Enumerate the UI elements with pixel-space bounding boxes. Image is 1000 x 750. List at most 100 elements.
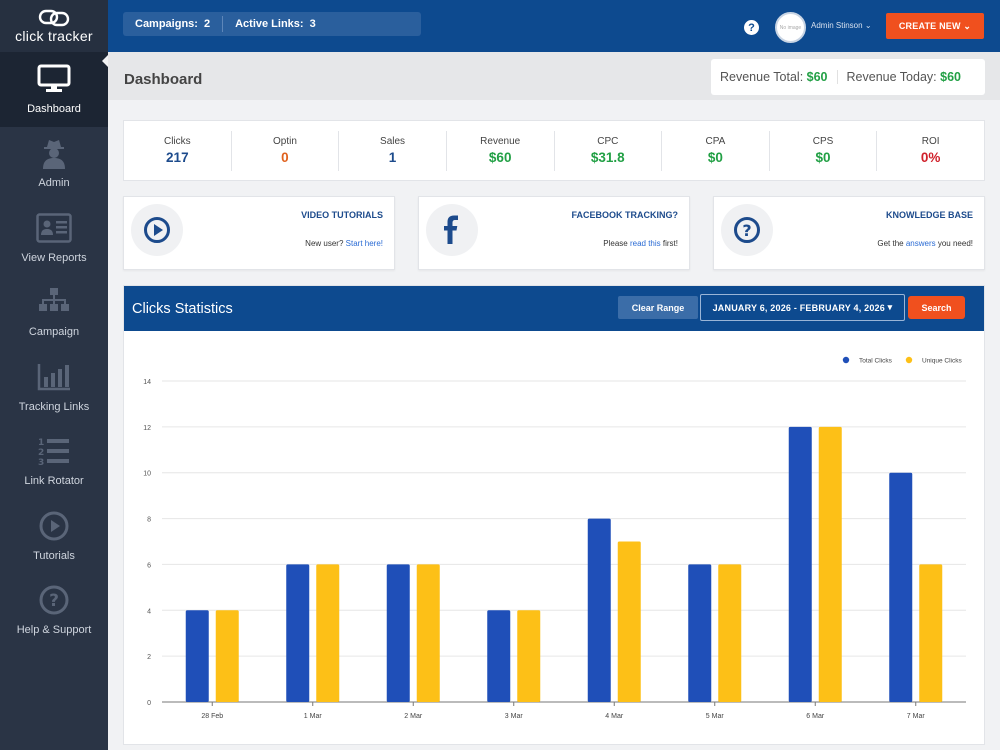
- user-name: Admin Stinson: [811, 21, 863, 30]
- y-tick-label: 12: [143, 425, 151, 432]
- question-circle-icon: ?: [39, 582, 69, 618]
- sidebar-item-view-reports[interactable]: View Reports: [0, 201, 108, 276]
- active-links-count: Active Links: 3: [222, 16, 328, 32]
- card-title: VIDEO TUTORIALS: [301, 210, 383, 220]
- svg-text:?: ?: [742, 221, 751, 240]
- card-text: Please read this first!: [603, 239, 678, 248]
- stat-optin: Optin 0: [230, 130, 339, 171]
- y-tick-label: 14: [143, 379, 151, 386]
- clicks-statistics-header: Clicks Statistics Clear Range JANUARY 6,…: [124, 286, 984, 331]
- play-circle-icon: [39, 508, 69, 544]
- sidebar-item-label: Admin: [38, 177, 70, 189]
- campaign-hierarchy-icon: [38, 284, 70, 320]
- stat-cpc: CPC $31.8: [553, 130, 662, 171]
- y-tick-label: 10: [143, 471, 151, 478]
- clear-range-button[interactable]: Clear Range: [618, 296, 698, 319]
- bar-total-clicks: [286, 564, 310, 702]
- monitor-icon: [37, 61, 71, 97]
- facebook-icon: [426, 204, 478, 256]
- caret-down-icon: ▾: [887, 302, 893, 312]
- counts-summary: Campaigns: 2 Active Links: 3: [123, 12, 421, 36]
- bar-unique-clicks: [617, 541, 641, 702]
- sidebar-item-tutorials[interactable]: Tutorials: [0, 499, 108, 574]
- page-title: Dashboard: [124, 71, 203, 88]
- y-tick-label: 6: [147, 562, 151, 569]
- bar-unique-clicks: [718, 564, 742, 702]
- admin-spy-icon: [39, 135, 69, 171]
- sidebar: click tracker Dashboard Admin View Repor…: [0, 0, 109, 750]
- date-range-picker[interactable]: JANUARY 6, 2026 - FEBRUARY 4, 2026 ▾: [700, 294, 905, 321]
- avatar-placeholder-text: No image: [779, 24, 802, 31]
- facebook-tracking-card[interactable]: FACEBOOK TRACKING? Please read this firs…: [418, 196, 690, 270]
- start-here-link[interactable]: Start here!: [345, 239, 383, 248]
- x-tick-label: 1 Mar: [304, 713, 323, 720]
- clicks-bar-chart: 0 2 4 6 8 10 12 14 28 Feb 1 Mar 2 Mar 3 Mar 4 Mar 5 M…: [143, 356, 966, 720]
- y-tick-label: 0: [147, 700, 151, 707]
- bar-unique-clicks: [818, 426, 842, 702]
- question-circle-icon: ?: [721, 204, 773, 256]
- bar-total-clicks: [587, 518, 611, 702]
- knowledge-base-card[interactable]: ? KNOWLEDGE BASE Get the answers you nee…: [713, 196, 985, 270]
- app-logo[interactable]: click tracker: [0, 0, 108, 52]
- bar-total-clicks: [688, 564, 712, 702]
- bar-unique-clicks: [919, 564, 943, 702]
- bar-unique-clicks: [517, 610, 541, 702]
- chevron-down-icon: ⌄: [864, 21, 872, 30]
- bar-total-clicks: [185, 610, 209, 702]
- x-tick-label: 5 Mar: [706, 713, 725, 720]
- video-tutorials-card[interactable]: VIDEO TUTORIALS New user? Start here!: [123, 196, 395, 270]
- bar-total-clicks: [788, 426, 812, 702]
- x-tick-label: 7 Mar: [907, 713, 926, 720]
- user-menu[interactable]: Admin Stinson ⌄: [811, 21, 872, 30]
- chevron-down-icon: ⌄: [963, 20, 972, 31]
- sidebar-item-label: Dashboard: [27, 102, 81, 115]
- play-circle-icon: [131, 204, 183, 256]
- sidebar-item-label: Tracking Links: [18, 400, 90, 413]
- search-button[interactable]: Search: [908, 296, 965, 319]
- answers-link[interactable]: answers: [905, 239, 936, 248]
- read-this-link[interactable]: read this: [629, 239, 661, 248]
- stat-sales: Sales 1: [338, 130, 446, 171]
- bar-total-clicks: [889, 472, 913, 702]
- x-tick-label: 4 Mar: [605, 713, 624, 720]
- sidebar-item-help-support[interactable]: ? Help & Support: [0, 574, 108, 649]
- sidebar-item-label: Campaign: [28, 326, 80, 338]
- logo-link-icon: [38, 9, 70, 26]
- stat-cpa: CPA $0: [661, 130, 769, 171]
- revenue-summary: Revenue Total: $60 Revenue Today: $60: [711, 59, 985, 95]
- sidebar-item-tracking-links[interactable]: Tracking Links: [0, 350, 108, 425]
- logo-text: click tracker: [15, 27, 93, 44]
- sidebar-item-label: Help & Support: [16, 624, 92, 636]
- panel-title: Clicks Statistics: [132, 301, 233, 317]
- bar-unique-clicks: [316, 564, 340, 702]
- svg-text:1: 1: [38, 438, 44, 448]
- svg-text:3: 3: [38, 458, 44, 466]
- bar-chart-icon: [37, 359, 71, 395]
- avatar[interactable]: No image: [775, 12, 806, 43]
- sidebar-item-label: Tutorials: [33, 549, 75, 562]
- x-tick-label: 6 Mar: [806, 713, 825, 720]
- create-new-button[interactable]: CREATE NEW ⌄: [886, 13, 984, 39]
- card-text: New user? Start here!: [305, 239, 383, 248]
- bar-total-clicks: [386, 564, 410, 702]
- y-tick-label: 8: [147, 517, 151, 524]
- svg-text:?: ?: [49, 591, 59, 611]
- sidebar-item-campaign[interactable]: Campaign: [0, 276, 108, 351]
- bar-total-clicks: [487, 610, 511, 702]
- sidebar-item-dashboard[interactable]: Dashboard: [0, 52, 109, 127]
- legend-label: Total Clicks: [859, 358, 893, 365]
- campaigns-count: Campaigns: 2: [135, 18, 211, 30]
- stats-bar: Clicks 217 Optin 0 Sales 1 Revenue $60 CPC $3…: [123, 120, 985, 181]
- help-icon[interactable]: ?: [744, 20, 759, 35]
- sidebar-item-label: Link Rotator: [24, 475, 84, 487]
- x-tick-label: 2 Mar: [404, 713, 423, 720]
- sidebar-item-label: View Reports: [21, 251, 87, 264]
- bar-unique-clicks: [416, 564, 440, 702]
- x-tick-label: 28 Feb: [201, 713, 223, 720]
- stat-cps: CPS $0: [768, 130, 877, 171]
- y-tick-label: 2: [147, 654, 151, 661]
- sidebar-item-admin[interactable]: Admin: [0, 127, 108, 202]
- page-header: Dashboard Revenue Total: $60 Revenue Tod…: [108, 52, 1000, 100]
